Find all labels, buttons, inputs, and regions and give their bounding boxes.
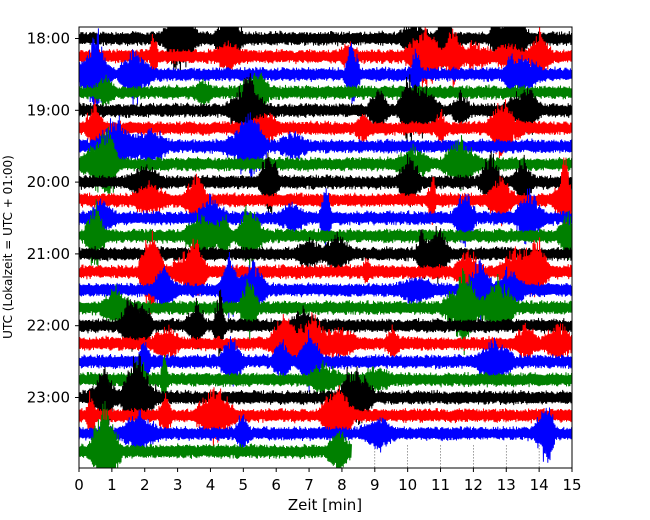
- y-tick-label: 19:00: [27, 101, 70, 119]
- trace-row-22: [79, 407, 572, 463]
- x-tick-label: 3: [173, 476, 183, 494]
- y-tick-label: 22:00: [27, 317, 70, 335]
- trace-row-10: [79, 188, 572, 248]
- x-tick-label: 2: [140, 476, 150, 494]
- trace-row-15: [79, 268, 572, 356]
- x-gridlines: [374, 445, 540, 468]
- x-tick-label: 7: [304, 476, 314, 494]
- y-tick-label: 21:00: [27, 245, 70, 263]
- x-tick-label: 10: [398, 476, 417, 494]
- x-tick-label: 11: [431, 476, 450, 494]
- trace-row-20: [79, 354, 572, 437]
- y-axis-label: UTC (Lokalzeit = UTC + 01:00): [1, 155, 15, 339]
- trace-row-8: [79, 151, 572, 215]
- x-tick-label: 12: [464, 476, 483, 494]
- trace-row-6: [79, 112, 572, 181]
- x-tick-label: 8: [337, 476, 347, 494]
- trace-row-4: [79, 73, 572, 149]
- x-tick-label: 6: [271, 476, 281, 494]
- x-tick-label: 14: [530, 476, 549, 494]
- x-axis-label: Zeit [min]: [288, 496, 362, 514]
- y-tick-label: 20:00: [27, 173, 70, 191]
- y-tick-label: 23:00: [27, 389, 70, 407]
- x-tick-label: 9: [370, 476, 380, 494]
- trace-row-11: [79, 199, 572, 277]
- trace-row-21: [79, 385, 572, 450]
- trace-row-1: [79, 27, 572, 90]
- x-tick-label: 0: [74, 476, 84, 494]
- x-axis-ticks: 0 1 2 3 4 5 6 7 8 9 10 11 12 13 14 15: [74, 468, 582, 494]
- y-tick-label: 18:00: [27, 30, 70, 48]
- trace-row-23: [79, 400, 352, 468]
- x-tick-label: 1: [107, 476, 117, 494]
- x-tick-label: 13: [497, 476, 516, 494]
- x-tick-label: 5: [239, 476, 249, 494]
- trace-row-19: [79, 354, 572, 406]
- y-axis-ticks: 18:00 19:00 20:00 21:00 22:00 23:00: [27, 30, 79, 407]
- seismic-traces: [79, 27, 572, 468]
- x-tick-label: 15: [562, 476, 581, 494]
- trace-row-2: [79, 28, 572, 122]
- trace-row-18: [79, 329, 572, 393]
- trace-row-3: [79, 72, 572, 112]
- trace-row-5: [79, 98, 572, 159]
- trace-row-0: [79, 27, 572, 79]
- x-tick-label: 4: [206, 476, 216, 494]
- trace-row-16: [79, 289, 572, 359]
- plot-frame: [78, 26, 573, 469]
